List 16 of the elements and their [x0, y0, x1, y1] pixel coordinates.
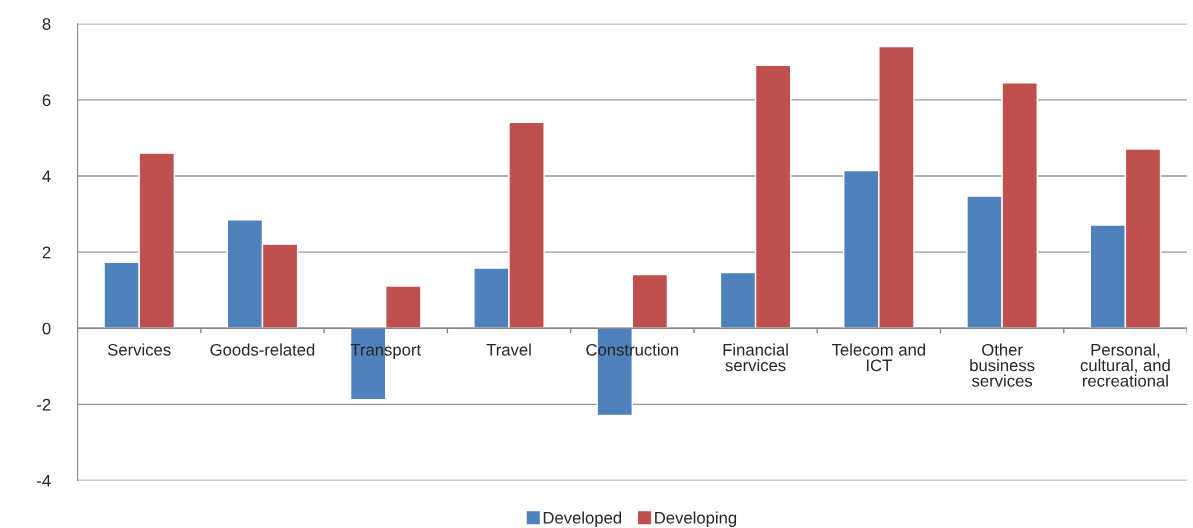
- y-tick-label: -2: [37, 398, 51, 411]
- y-tick-label: 0: [42, 322, 51, 335]
- x-tick-label: Travel: [486, 343, 531, 356]
- x-tick-label: Personal, cultural, and recreational: [1080, 343, 1170, 387]
- x-tick-label: Telecom and ICT: [831, 343, 926, 372]
- y-tick-label: 6: [42, 94, 51, 107]
- x-tick-label: Services: [107, 343, 171, 356]
- y-tick-label: -4: [37, 475, 51, 487]
- legend-label: Developed: [543, 511, 622, 527]
- y-tick-label: 2: [42, 246, 51, 259]
- x-tick-label: Financial services: [723, 343, 788, 372]
- x-tick-label: Other business services: [970, 343, 1035, 387]
- legend-label: Developing: [655, 511, 737, 527]
- y-tick-label: 4: [42, 170, 51, 183]
- y-tick-label: 8: [42, 18, 51, 30]
- x-tick-label: Goods-related: [210, 343, 315, 356]
